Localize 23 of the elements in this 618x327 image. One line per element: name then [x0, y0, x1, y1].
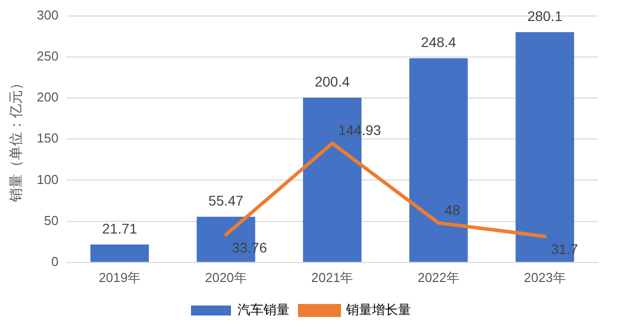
y-tick-label: 50: [44, 212, 58, 228]
data-label: 48: [444, 202, 460, 218]
x-tick-label: 2019年: [98, 270, 141, 285]
data-label: 200.4: [314, 74, 350, 90]
x-tick-label: 2023年: [524, 270, 566, 285]
x-tick-label: 2022年: [418, 270, 460, 285]
y-tick-label: 200: [36, 90, 58, 105]
bar: [90, 244, 149, 262]
legend-label: 销量增长量: [345, 302, 411, 318]
y-tick-label: 300: [36, 7, 58, 22]
data-label: 55.47: [208, 192, 244, 209]
bar: [409, 58, 468, 262]
y-axis-title: 销量（单位：亿元）: [7, 76, 24, 204]
y-tick-label: 250: [36, 48, 58, 64]
data-label: 280.1: [527, 8, 563, 24]
y-tick-label: 100: [36, 172, 58, 187]
y-tick-label: 150: [36, 130, 58, 146]
x-tick-label: 2020年: [204, 270, 247, 285]
data-label: 248.4: [421, 34, 456, 50]
data-label: 21.71: [102, 220, 138, 236]
legend-label: 汽车销量: [238, 302, 290, 318]
x-tick-label: 2021年: [311, 270, 354, 285]
y-tick-label: 0: [51, 254, 58, 269]
